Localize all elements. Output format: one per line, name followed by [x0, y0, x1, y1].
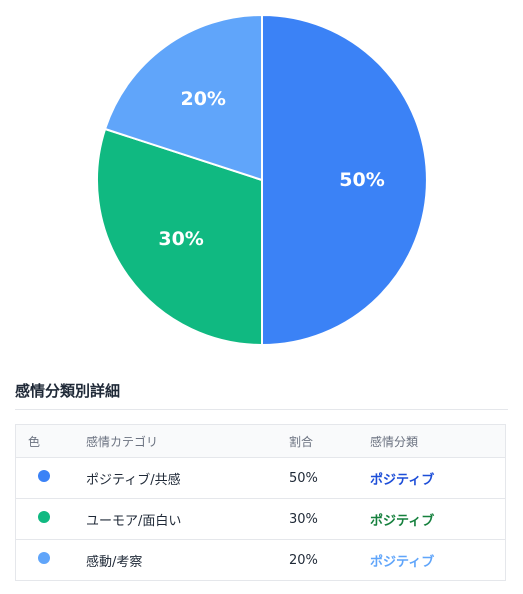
header-ratio: 割合 — [289, 434, 314, 449]
pie-slice-0 — [261, 13, 428, 347]
header-category: 感情カテゴリ — [86, 434, 159, 449]
ratio-cell: 30% — [289, 511, 318, 527]
pie-slice-1 — [96, 127, 263, 347]
emotion-cell: ポジティブ — [370, 513, 435, 529]
emotion-cell: ポジティブ — [370, 472, 435, 488]
pie-slice-2 — [103, 13, 263, 182]
pie-slice-label-2: 20% — [180, 88, 225, 110]
emotion-cell: ポジティブ — [370, 554, 435, 570]
color-dot — [38, 552, 50, 564]
color-dot — [38, 470, 50, 482]
pie-slice-label-0: 50% — [339, 169, 384, 191]
category-cell: ポジティブ/共感 — [86, 472, 181, 488]
category-cell: ユーモア/面白い — [86, 513, 182, 529]
table-row: ポジティブ/共感 50% ポジティブ — [16, 457, 505, 498]
ratio-cell: 20% — [289, 552, 318, 568]
header-emotion: 感情分類 — [370, 434, 419, 449]
section-title: 感情分類別詳細 — [15, 382, 121, 400]
table-row: 感動/考察 20% ポジティブ — [16, 539, 505, 580]
table-row: ユーモア/面白い 30% ポジティブ — [16, 498, 505, 539]
pie-slice-label-1: 30% — [158, 228, 203, 250]
ratio-cell: 50% — [289, 470, 318, 486]
header-color: 色 — [28, 434, 41, 449]
table-header: 色 感情カテゴリ 割合 感情分類 — [16, 425, 505, 457]
section-divider — [15, 409, 508, 410]
color-dot — [38, 511, 50, 523]
sentiment-pie-chart: 50% 30% 20% — [96, 13, 428, 347]
details-table: 色 感情カテゴリ 割合 感情分類 ポジティブ/共感 50% ポジティブ ユーモア… — [15, 424, 506, 581]
category-cell: 感動/考察 — [86, 554, 143, 570]
